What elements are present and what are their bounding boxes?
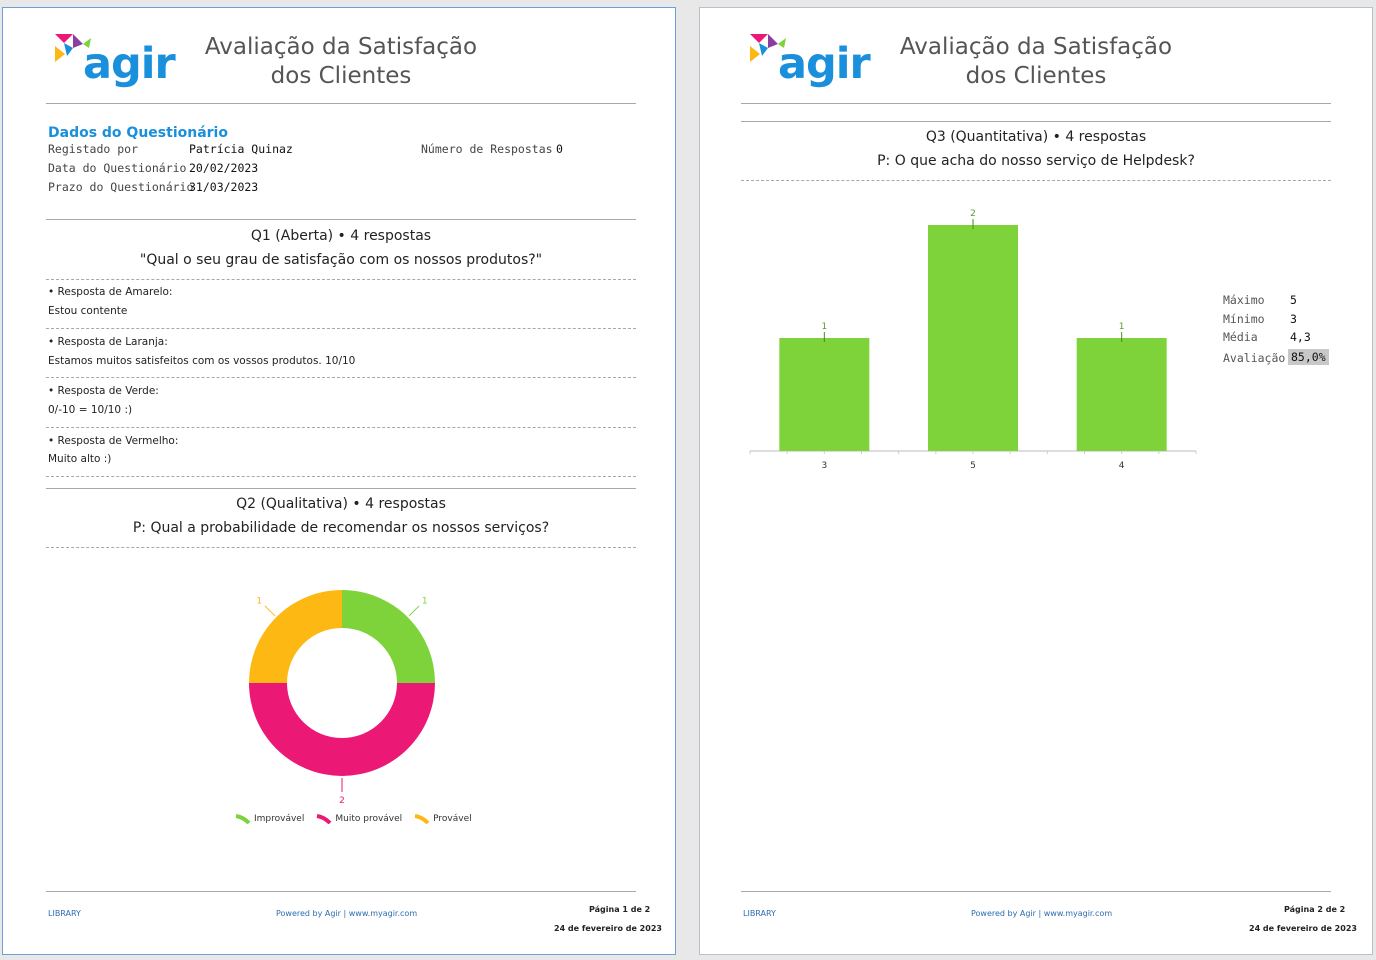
divider: [741, 121, 1331, 122]
donut-slice: [342, 590, 435, 683]
bar-data-label: 1: [821, 322, 827, 332]
footer-library: LIBRARY: [743, 909, 776, 918]
answer-label: • Resposta de Vermelho:: [48, 435, 179, 447]
report-page-2: agir Avaliação da Satisfação dos Cliente…: [699, 7, 1373, 955]
legend-swatch-icon: [414, 814, 430, 824]
donut-slice: [249, 683, 435, 776]
agir-logo: agir: [53, 32, 193, 104]
bar: [928, 225, 1018, 451]
stat-avg-value: 4,3: [1290, 330, 1311, 344]
stat-rating-value: 85,0%: [1288, 349, 1329, 365]
footer-page-number: Página 1 de 2: [589, 905, 651, 914]
q3-question: P: O que acha do nosso serviço de Helpde…: [877, 153, 1195, 169]
bar: [1076, 338, 1167, 451]
dashed-divider: [46, 427, 636, 428]
tangram-bird-icon: [55, 34, 91, 62]
bar: [779, 338, 870, 451]
q2-question: P: Qual a probabilidade de recomendar os…: [132, 520, 550, 536]
x-tick-label: 3: [821, 461, 827, 471]
divider: [46, 219, 636, 220]
x-tick-label: 4: [1119, 461, 1125, 471]
responses-value: 0: [556, 142, 563, 156]
divider: [46, 103, 636, 104]
donut-data-label: 2: [339, 796, 345, 806]
dashed-divider: [46, 476, 636, 477]
deadline-label: Prazo do Questionário: [48, 180, 194, 194]
divider: [46, 488, 636, 489]
tangram-bird-icon: [750, 34, 786, 62]
legend-item: Provável: [414, 814, 472, 824]
footer-divider: [46, 891, 636, 892]
agir-logo: agir: [748, 32, 888, 104]
divider: [741, 103, 1331, 104]
stat-max-value: 5: [1290, 293, 1297, 307]
deadline-value: 31/03/2023: [189, 180, 259, 194]
answer-text: 0/-10 = 10/10 :): [48, 404, 133, 416]
report-title: Avaliação da Satisfação dos Clientes: [204, 34, 478, 89]
date-label: Data do Questionário: [48, 161, 187, 175]
footer-date: 24 de fevereiro de 2023: [554, 924, 662, 933]
answer-label: • Resposta de Amarelo:: [48, 286, 173, 298]
donut-slice: [249, 590, 342, 683]
answer-label: • Resposta de Verde:: [48, 385, 159, 397]
q3-header: Q3 (Quantitativa) • 4 respostas: [925, 129, 1147, 145]
stat-avg-label: Média: [1223, 330, 1258, 344]
logo-wordmark: agir: [83, 39, 176, 89]
bar-chart: 1 3 2 5 1 4: [749, 209, 1197, 471]
legend-swatch-icon: [317, 814, 332, 824]
answer-text: Estou contente: [48, 305, 128, 317]
answer-label: • Resposta de Laranja:: [48, 336, 168, 348]
x-tick-label: 5: [970, 461, 976, 471]
legend-item: Muito provável: [316, 814, 402, 824]
bar-data-label: 1: [1119, 322, 1125, 332]
answer-text: Estamos muitos satisfeitos com os vossos…: [48, 355, 356, 367]
responses-label: Número de Respostas: [421, 142, 553, 156]
section-title: Dados do Questionário: [48, 125, 228, 141]
footer-powered-link[interactable]: Powered by Agir | www.myagir.com: [276, 909, 418, 918]
dashed-divider: [46, 279, 636, 280]
legend-swatch-icon: [235, 814, 251, 824]
dashed-divider: [46, 328, 636, 329]
registered-by-value: Patrícia Quinaz: [189, 142, 293, 156]
report-page-1: agir Avaliação da Satisfação dos Cliente…: [2, 7, 676, 955]
footer-powered-link[interactable]: Powered by Agir | www.myagir.com: [971, 909, 1113, 918]
donut-chart: 1 2 1: [249, 590, 435, 806]
report-title: Avaliação da Satisfação dos Clientes: [899, 34, 1173, 89]
q2-header: Q2 (Qualitativa) • 4 respostas: [236, 496, 446, 512]
logo-wordmark: agir: [778, 39, 871, 89]
data-label-leader: [408, 605, 420, 617]
registered-by-label: Registado por: [48, 142, 139, 156]
stat-min-value: 3: [1290, 312, 1297, 326]
dashed-divider: [46, 547, 636, 548]
footer-date: 24 de fevereiro de 2023: [1249, 924, 1357, 933]
donut-data-label: 1: [422, 596, 428, 606]
stat-min-label: Mínimo: [1223, 312, 1265, 326]
answer-text: Muito alto :): [48, 453, 112, 465]
q1-question: "Qual o seu grau de satisfação com os no…: [139, 252, 543, 268]
bar-data-label: 2: [970, 209, 976, 219]
dashed-divider: [46, 377, 636, 378]
footer-library: LIBRARY: [48, 909, 81, 918]
legend-item: Improvável: [235, 814, 304, 824]
stat-max-label: Máximo: [1223, 293, 1265, 307]
chart-legend: Improvável Muito provável Provável: [235, 814, 472, 824]
stat-rating-label: Avaliação: [1223, 351, 1286, 365]
data-label-leader: [264, 605, 276, 617]
dashed-divider: [741, 180, 1331, 181]
date-value: 20/02/2023: [189, 161, 259, 175]
donut-data-label: 1: [256, 596, 262, 606]
footer-page-number: Página 2 de 2: [1284, 905, 1346, 914]
q1-header: Q1 (Aberta) • 4 respostas: [250, 228, 432, 244]
footer-divider: [741, 891, 1331, 892]
